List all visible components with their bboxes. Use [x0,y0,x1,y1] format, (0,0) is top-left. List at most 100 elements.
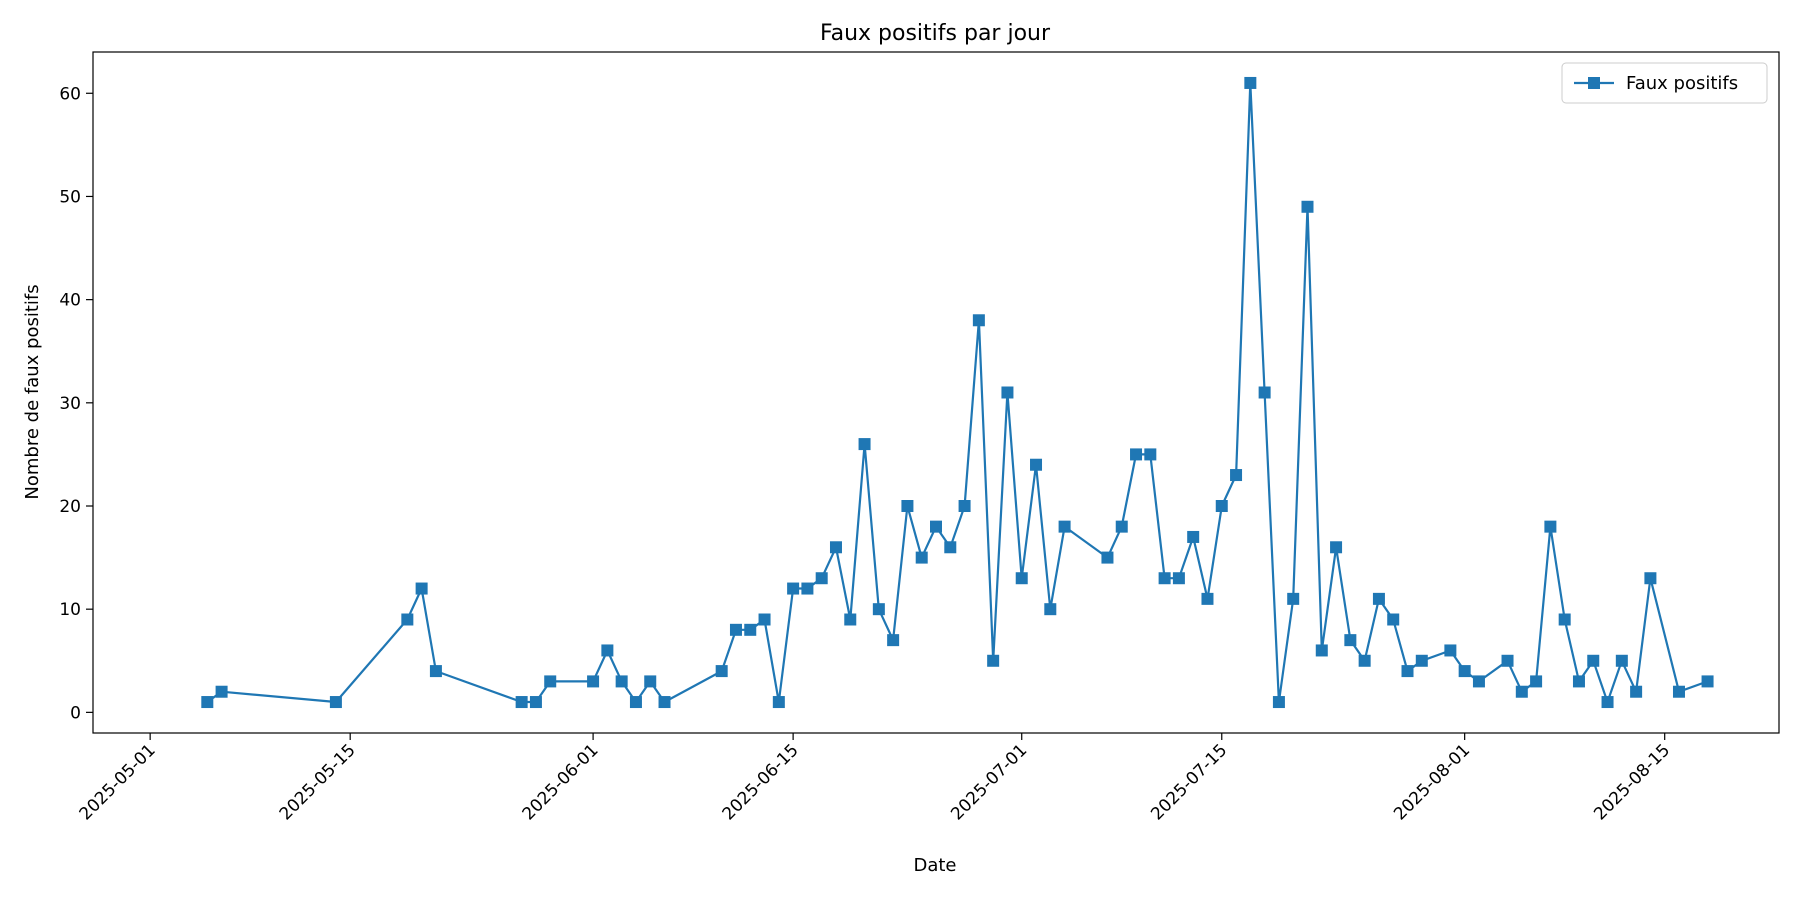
data-point [644,675,657,688]
data-point [215,685,228,698]
data-point [1630,685,1643,698]
data-point [1272,696,1285,709]
chart-title: Faux positifs par jour [820,21,1051,46]
data-point [744,623,757,636]
data-point [1187,530,1200,543]
data-point [1215,500,1228,512]
data-point [1601,696,1614,709]
data-point [515,696,528,709]
y-tick-label: 0 [70,703,81,723]
data-point [1344,634,1357,647]
x-tick-label: 2025-06-01 [519,740,603,824]
data-point [1172,572,1185,585]
x-axis-title: Date [913,855,956,876]
data-point [615,675,628,688]
data-point [1330,541,1343,554]
data-point [1287,592,1300,605]
legend-label: Faux positifs [1626,73,1738,94]
legend-box [1561,62,1768,104]
data-point [1515,685,1528,698]
data-point [958,500,971,512]
data-point [801,582,814,595]
data-point [529,696,542,709]
data-point [1101,551,1114,564]
data-point [1130,448,1143,461]
data-point [1301,200,1314,213]
data-point [1015,572,1028,585]
x-tick-label: 2025-08-15 [1590,740,1674,824]
y-tick-label: 20 [59,497,81,517]
x-tick-label: 2025-07-01 [947,740,1031,824]
x-tick-label: 2025-08-01 [1390,740,1474,824]
data-point [1230,469,1243,482]
x-tick-label: 2025-05-15 [276,740,360,824]
data-point [844,613,857,626]
data-point [915,551,928,564]
data-point [1244,76,1257,89]
data-point [815,572,828,585]
data-point [1115,520,1128,533]
y-tick-label: 60 [59,84,81,104]
y-axis-title: Nombre de faux positifs [22,284,43,499]
plot-area [92,51,1780,734]
y-tick-label: 40 [59,291,81,311]
data-point [401,613,414,626]
data-point [601,644,614,657]
data-point [1387,613,1400,626]
data-point [1030,458,1043,471]
data-point [1615,654,1628,667]
y-tick-label: 10 [59,600,81,620]
data-point [544,675,557,688]
data-point [429,665,442,678]
y-tick-label: 30 [59,394,81,414]
data-point [1672,685,1685,698]
x-tick-label: 2025-06-15 [719,740,803,824]
data-point [1358,654,1371,667]
y-axis-ticks: 0 10 20 30 40 50 60 [59,84,93,723]
data-point [972,314,985,327]
data-point [1401,665,1414,678]
data-point [658,696,671,709]
x-tick-label: 2025-05-01 [76,740,160,824]
data-point [872,603,885,616]
data-point [1544,520,1557,533]
data-point [1315,644,1328,657]
data-point [201,696,214,709]
data-point [1701,675,1714,688]
data-point [1044,603,1057,616]
data-point [1572,675,1585,688]
data-point [787,582,800,595]
data-point [858,438,871,451]
y-tick-label: 50 [59,187,81,207]
data-point [1415,654,1428,667]
data-point [1458,665,1471,678]
legend: Faux positifs [1561,62,1768,104]
data-point [829,541,842,554]
data-point [715,665,728,678]
data-point [1372,592,1385,605]
data-point [1144,448,1157,461]
legend-marker-swatch [1588,77,1600,89]
data-point [758,613,771,626]
data-point [1444,644,1457,657]
data-point [587,675,600,688]
data-point [1001,386,1014,399]
data-point [1258,386,1271,399]
data-point [1201,592,1214,605]
data-point [887,634,900,647]
x-axis-ticks: 2025-05-01 2025-05-15 2025-06-01 2025-06-15… [76,733,1674,824]
data-point [1501,654,1514,667]
data-point [1530,675,1543,688]
data-point [987,654,1000,667]
data-point [944,541,957,554]
data-point [629,696,642,709]
data-point [772,696,785,709]
data-point [1472,675,1485,688]
series-line [206,81,1708,704]
data-point [729,623,742,636]
x-tick-label: 2025-07-15 [1147,740,1231,824]
data-point [329,696,342,709]
data-point [1158,572,1171,585]
data-point [415,582,428,595]
